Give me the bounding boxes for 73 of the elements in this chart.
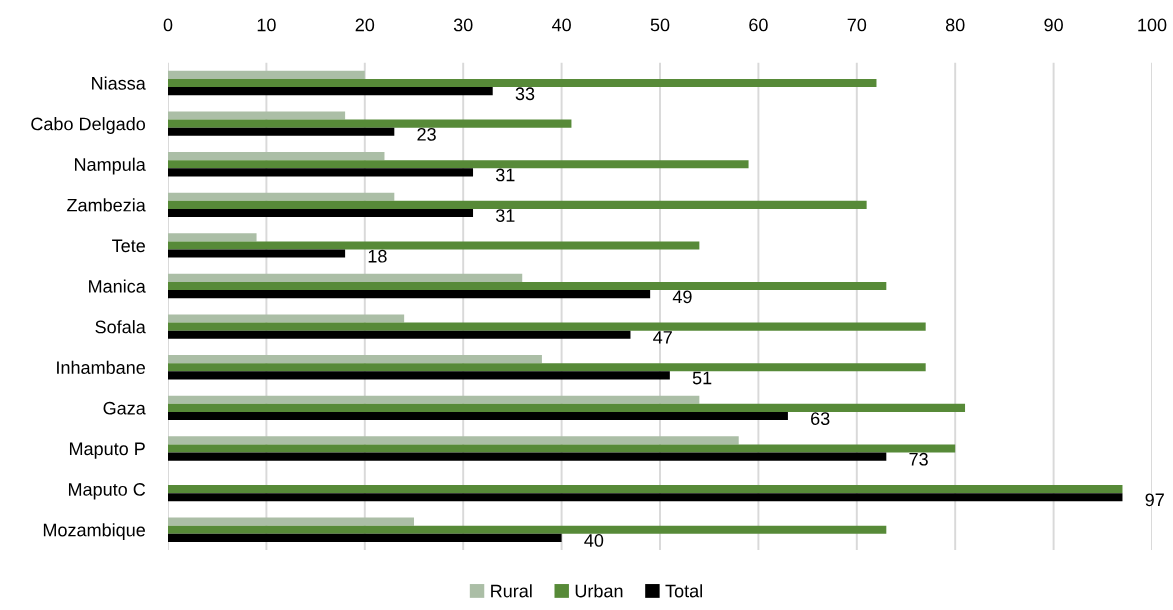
- y-tick-label: Inhambane: [57, 360, 145, 374]
- data-label: 31: [495, 209, 515, 222]
- x-tick-label: 60: [749, 18, 768, 32]
- y-tick-label: Cabo Delgado: [31, 117, 146, 134]
- x-tick-label: 100: [1138, 18, 1167, 32]
- data-label: 63: [811, 412, 830, 426]
- data-label: 23: [417, 127, 436, 141]
- bar: [168, 87, 493, 96]
- data-label: 51: [692, 371, 712, 385]
- x-tick-label: 80: [945, 18, 965, 32]
- data-label: 97: [1145, 493, 1164, 507]
- x-tick-label: 70: [847, 18, 867, 32]
- bar: [168, 290, 651, 299]
- y-tick-label: Niassa: [92, 76, 146, 90]
- bar: [168, 273, 523, 282]
- bar: [168, 517, 414, 526]
- y-tick-label: Gaza: [103, 401, 146, 415]
- bar: [168, 411, 788, 421]
- bar: [168, 493, 1123, 502]
- data-label: 47: [653, 331, 672, 344]
- data-label: 49: [672, 290, 692, 304]
- legend-label: Rural: [491, 584, 532, 598]
- data-label: 40: [584, 534, 604, 547]
- bar: [168, 452, 887, 461]
- legend-label: Total: [665, 584, 702, 598]
- bar: [168, 371, 670, 380]
- bar: [168, 533, 562, 542]
- data-label: 31: [495, 168, 515, 182]
- bar: [168, 168, 474, 177]
- bar: [168, 192, 395, 201]
- bar: [168, 314, 405, 323]
- x-tick-label: 40: [551, 18, 571, 32]
- bar: [168, 330, 631, 339]
- bar: [168, 160, 749, 169]
- bar: [168, 281, 887, 291]
- x-tick-label: 0: [163, 18, 173, 32]
- bar: [168, 322, 926, 331]
- bar: [168, 395, 700, 404]
- data-label: 18: [368, 249, 387, 263]
- bar: [168, 249, 346, 258]
- bar: [168, 111, 346, 120]
- bar: [168, 241, 700, 250]
- y-tick-label: Mozambique: [43, 523, 145, 540]
- data-label: 73: [909, 452, 928, 466]
- x-tick-label: 50: [650, 18, 670, 32]
- bar: [168, 127, 395, 136]
- y-tick-label: Tete: [112, 239, 145, 253]
- bar: [168, 200, 867, 209]
- bar: [168, 485, 1123, 494]
- x-tick-label: 30: [453, 18, 473, 32]
- bar: [168, 403, 966, 412]
- bar: [168, 78, 877, 88]
- y-tick-label: Nampula: [75, 157, 146, 175]
- bar: [168, 436, 739, 445]
- x-tick-label: 90: [1044, 18, 1063, 32]
- y-tick-label: Maputo P: [69, 442, 145, 459]
- bar: [168, 119, 572, 128]
- y-tick-label: Sofala: [95, 320, 146, 334]
- bar: [168, 355, 542, 364]
- y-tick-label: Manica: [89, 279, 146, 293]
- bar: [168, 208, 474, 218]
- bar: [168, 233, 257, 242]
- x-tick-label: 10: [257, 18, 276, 32]
- bar: [168, 525, 887, 534]
- bar: [168, 152, 385, 161]
- y-tick-label: Maputo C: [68, 483, 146, 500]
- bar: [168, 363, 926, 372]
- y-tick-label: Zambezia: [67, 198, 146, 212]
- bar: [168, 70, 365, 79]
- legend-label: Urban: [575, 584, 623, 598]
- x-tick-label: 20: [355, 18, 375, 32]
- bar: [168, 444, 956, 453]
- data-label: 33: [515, 87, 535, 101]
